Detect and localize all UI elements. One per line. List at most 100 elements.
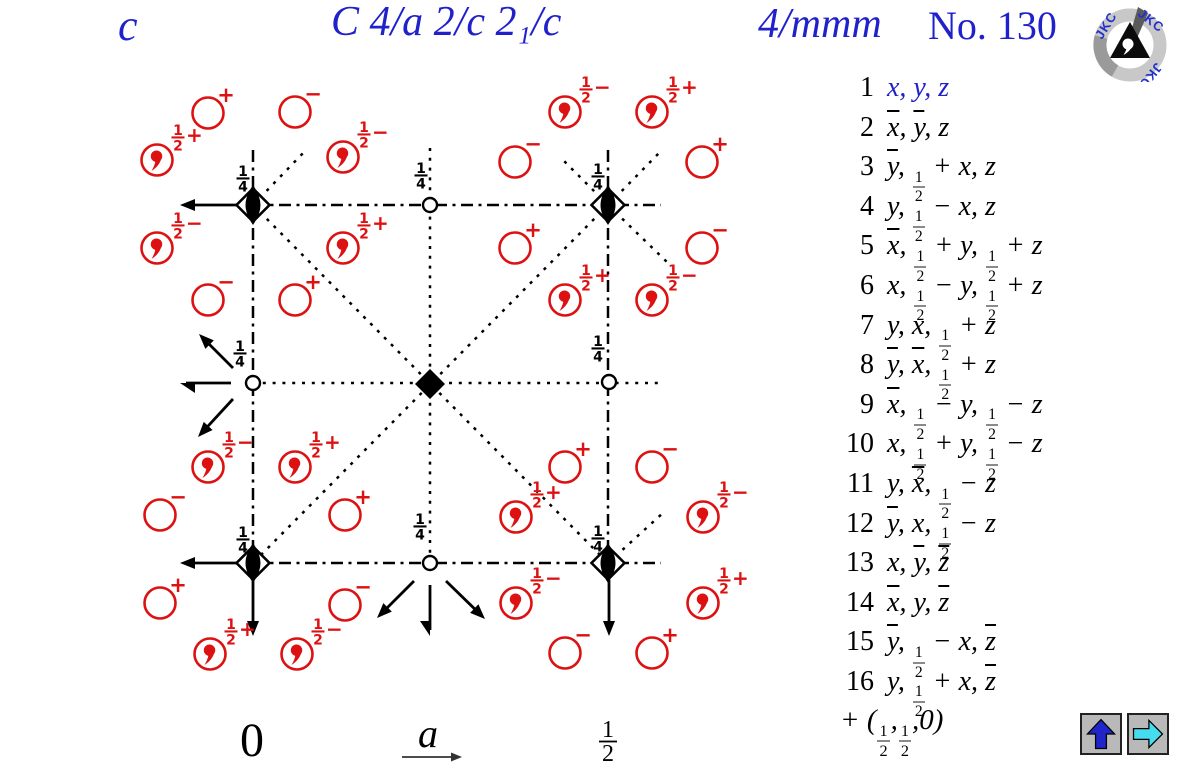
svg-text:+: + (594, 263, 611, 287)
svg-text:+: + (239, 617, 256, 641)
atom: − (191, 270, 235, 317)
overbar-symbol: y (887, 626, 898, 658)
svg-text:1: 1 (359, 120, 369, 136)
svg-text:2: 2 (719, 496, 729, 512)
fourbar-axis-icon (234, 543, 272, 583)
fraction-label: 12 (171, 211, 185, 243)
svg-text:−: − (237, 430, 254, 454)
header-number: No. 130 (928, 3, 1057, 48)
fraction-label: 12 (717, 566, 731, 598)
overbar-symbol: x (887, 230, 900, 262)
svg-text:1: 1 (668, 75, 678, 91)
overbar-symbol: x (887, 586, 900, 618)
fraction-label: 12 (357, 120, 371, 152)
nav-next-button[interactable] (1127, 713, 1169, 755)
nav-buttons (1080, 713, 1169, 755)
position-number: 8 (860, 349, 874, 381)
comma-icon (201, 457, 214, 478)
position-number: 15 (846, 626, 874, 658)
position-number: 5 (860, 230, 874, 262)
position-number: 9 (860, 388, 874, 420)
fraction-label: 12 (579, 263, 593, 295)
svg-text:2: 2 (313, 633, 323, 649)
svg-text:+: + (372, 211, 389, 235)
atom-enantiomorph: 12 + (548, 263, 611, 317)
inversion-center-icon (600, 373, 618, 391)
svg-text:−: − (681, 263, 698, 287)
position-number: 10 (846, 428, 874, 460)
position-number: 7 (860, 309, 874, 341)
fraction-label: 12 (579, 75, 593, 107)
position-row: 13 x, y, z (834, 543, 1178, 583)
svg-text:+: + (711, 132, 729, 156)
overbar-symbol: y (887, 507, 898, 539)
fraction-label: 14 (413, 512, 427, 544)
position-row: 1 x, y, z (834, 68, 1178, 108)
atom-enantiomorph: 12− (191, 430, 254, 484)
fraction-label: 14 (591, 162, 605, 194)
svg-text:−: − (711, 218, 729, 242)
overbar-symbol: z (985, 665, 996, 697)
fraction-label: 12 (171, 123, 185, 155)
svg-text:−: − (574, 623, 592, 647)
svg-text:1: 1 (416, 161, 426, 177)
svg-text:4: 4 (238, 541, 248, 557)
svg-text:2: 2 (581, 279, 591, 295)
atom-enantiomorph: 12− (635, 263, 698, 317)
up-arrow-icon (1085, 718, 1117, 750)
position-row: 2 x, y, z (834, 108, 1178, 148)
fraction-label: 12 (222, 430, 236, 462)
comma-icon (336, 147, 349, 168)
fraction-label: 14 (236, 525, 250, 557)
header-title: C 4/a 2/c 2₁/c (331, 0, 562, 45)
svg-text:−: − (372, 120, 389, 144)
fraction-label: 14 (414, 161, 428, 193)
inversion-center-icon (421, 554, 439, 572)
twofold-axis-arrow (198, 398, 235, 437)
nav-up-button[interactable] (1080, 713, 1122, 755)
svg-text:+: + (545, 480, 562, 504)
svg-text:4: 4 (235, 355, 245, 371)
svg-text:1: 1 (593, 524, 603, 540)
svg-text:−: − (524, 132, 542, 156)
svg-text:1: 1 (719, 480, 729, 496)
origin-label: 0 (240, 714, 264, 767)
svg-text:4: 4 (238, 180, 248, 196)
position-number: 14 (846, 586, 874, 618)
atom-enantiomorph: 12− (686, 480, 749, 534)
svg-text:−: − (304, 82, 322, 106)
svg-text:−: − (732, 480, 749, 504)
fraction-label: 12 (224, 617, 238, 649)
atom-enantiomorph: 12 + (140, 123, 203, 177)
position-number: 4 (860, 190, 874, 222)
centering-translation: + (1 2, 1 2,0) (840, 704, 944, 761)
svg-text:2: 2 (719, 582, 729, 598)
svg-text:4: 4 (593, 178, 603, 194)
header-left-symbol: c (118, 1, 138, 50)
svg-text:−: − (217, 270, 235, 294)
twofold-axis-arrow (445, 579, 485, 619)
right-arrow-icon (1132, 718, 1164, 750)
atom-enantiomorph: 12 + (278, 430, 341, 484)
svg-text:1: 1 (581, 263, 591, 279)
logo-ring-shade (1093, 35, 1119, 77)
comma-icon (150, 238, 163, 259)
inversion-center-icon (421, 196, 439, 214)
svg-text:2: 2 (226, 633, 236, 649)
atom-enantiomorph: 12 + (499, 480, 562, 534)
position-number: 1 (860, 72, 874, 103)
svg-text:+: + (354, 485, 372, 509)
